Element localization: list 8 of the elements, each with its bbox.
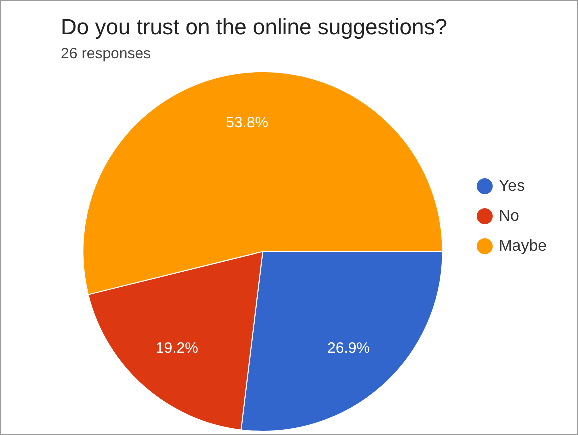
legend-label: No (498, 208, 520, 225)
legend-label: Yes (498, 178, 526, 195)
legend-label: Maybe (498, 238, 548, 255)
data-label: 26.9% (328, 340, 370, 357)
data-label: 19.2% (156, 340, 198, 357)
data-label: 53.8% (226, 114, 269, 132)
chart-subtitle: 26 responses (61, 46, 152, 63)
chart-title: Do you trust on the online suggestions? (61, 14, 448, 40)
